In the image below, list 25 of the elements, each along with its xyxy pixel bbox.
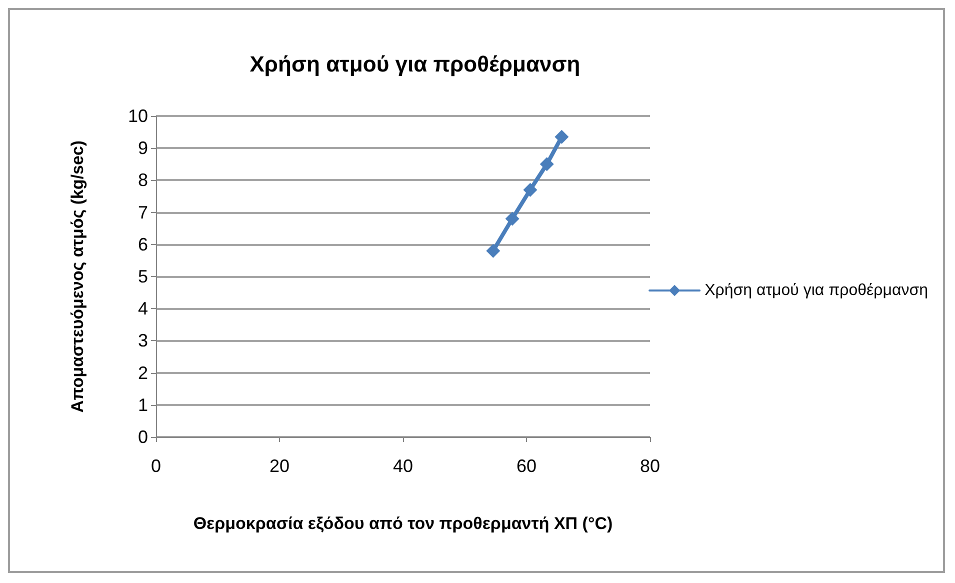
x-tick-label: 20 bbox=[269, 456, 290, 476]
legend-label: Χρήση ατμού για προθέρμανση bbox=[704, 282, 928, 299]
y-tick-label: 10 bbox=[128, 106, 148, 126]
point bbox=[505, 212, 520, 226]
x-tick-label: 60 bbox=[516, 456, 537, 476]
point bbox=[523, 182, 538, 197]
y-axis-title: Απομαστευόμενος ατμός (kg/sec) bbox=[68, 140, 87, 413]
y-tick-label: 0 bbox=[138, 427, 148, 447]
y-tick-label: 9 bbox=[138, 138, 148, 158]
point bbox=[540, 157, 554, 172]
point bbox=[486, 244, 500, 258]
y-tick-label: 6 bbox=[138, 234, 148, 254]
y-tick-label: 4 bbox=[138, 298, 148, 319]
point bbox=[554, 130, 569, 144]
y-tick-label: 1 bbox=[138, 394, 148, 415]
y-tick-label: 2 bbox=[138, 362, 148, 383]
y-tick-label: 7 bbox=[138, 202, 148, 222]
chart-title: Χρήση ατμού για προθέρμανση bbox=[250, 52, 580, 76]
x-tick-label: 80 bbox=[640, 456, 660, 476]
x-axis-title: Θερμοκρασία εξόδου από τον προθερμαντή ΧΠ (°C) bbox=[193, 514, 613, 533]
x-tick-label: 0 bbox=[150, 456, 162, 476]
x-tick-label: 40 bbox=[392, 456, 414, 476]
y-tick-label: 8 bbox=[138, 170, 148, 190]
y-tick-label: 5 bbox=[138, 266, 148, 286]
y-tick-label: 3 bbox=[138, 330, 148, 351]
